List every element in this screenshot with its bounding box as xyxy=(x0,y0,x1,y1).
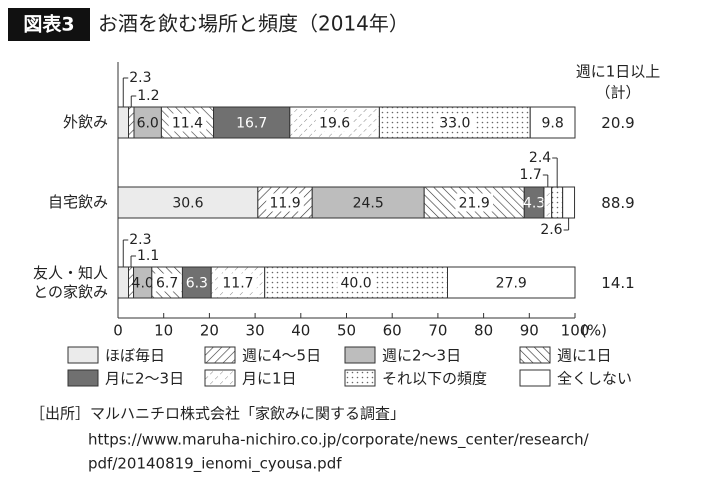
legend-label: 週に2～3日 xyxy=(382,347,461,365)
data-label: 1.7 xyxy=(520,167,542,183)
legend-label: ほぼ毎日 xyxy=(105,347,165,365)
bar-segment xyxy=(551,186,564,219)
bar-segment xyxy=(543,186,553,219)
totals-header: （計） xyxy=(595,84,640,102)
data-label: 16.7 xyxy=(236,116,267,132)
legend-label: 全くしない xyxy=(557,370,632,388)
bar-segment xyxy=(133,106,162,139)
legend-swatch xyxy=(344,346,376,364)
bar-segment xyxy=(562,186,576,219)
data-label: 11.7 xyxy=(222,276,253,292)
data-label: 33.0 xyxy=(439,116,470,132)
data-label: 6.0 xyxy=(137,116,159,132)
legend-swatch xyxy=(204,369,236,387)
label-bg xyxy=(315,113,354,132)
data-label: 11.9 xyxy=(269,196,300,212)
category-label: 友人・知人との家飲み xyxy=(33,264,108,301)
label-bg xyxy=(219,273,257,292)
legend-swatch xyxy=(344,369,376,387)
data-label: 24.5 xyxy=(353,196,384,212)
x-tick-label: 70 xyxy=(428,322,447,340)
label-bg xyxy=(455,193,494,212)
bar-segment xyxy=(117,106,130,139)
totals-header: 週に1日以上 xyxy=(576,63,661,81)
source-url: pdf/20140819_ienomi_cyousa.pdf xyxy=(88,455,342,474)
data-label: 19.6 xyxy=(319,116,350,132)
data-label: 2.3 xyxy=(129,232,151,248)
label-bg xyxy=(436,113,474,132)
x-tick-label: 10 xyxy=(154,322,173,340)
source: ［出所］マルハニチロ株式会社「家飲みに関する調査」 xyxy=(30,405,405,423)
x-tick-label: 50 xyxy=(337,322,356,340)
label-bg xyxy=(152,273,182,292)
x-tick-label: 80 xyxy=(474,322,493,340)
total-value: 14.1 xyxy=(601,274,634,292)
legend-swatch xyxy=(204,346,236,364)
data-label: 6.3 xyxy=(186,276,208,292)
source-url: https://www.maruha-nichiro.co.jp/corpora… xyxy=(88,431,590,450)
badge: 図表3 xyxy=(23,13,74,36)
legend-label: 月に1日 xyxy=(242,370,297,388)
bar-segment xyxy=(446,266,576,299)
x-tick-label: 40 xyxy=(291,322,310,340)
bar-segment xyxy=(529,106,576,139)
data-label: 1.2 xyxy=(137,88,159,104)
data-label: 30.6 xyxy=(172,196,203,212)
label-bg xyxy=(266,193,304,212)
legend-label: 月に2～3日 xyxy=(105,370,184,388)
data-label: 4.3 xyxy=(523,196,545,212)
legend-swatch xyxy=(67,346,99,364)
data-label: 9.8 xyxy=(541,116,563,132)
bar-segment xyxy=(213,106,291,139)
x-tick-label: 0 xyxy=(113,322,123,340)
data-label: 6.7 xyxy=(156,276,178,292)
x-tick-label: 90 xyxy=(520,322,539,340)
data-label: 4.0 xyxy=(132,276,154,292)
x-tick-label: 100 xyxy=(561,322,590,340)
bar-segment xyxy=(128,106,135,139)
legend-swatch xyxy=(519,369,551,387)
bar-segment xyxy=(311,186,425,219)
legend-label: 週に1日 xyxy=(557,347,612,365)
category-label: 外飲み xyxy=(63,113,108,131)
data-label: 11.4 xyxy=(172,116,203,132)
chart-title: お酒を飲む場所と頻度（2014年） xyxy=(98,12,409,36)
bar-segment xyxy=(117,266,130,299)
x-tick-label: 30 xyxy=(246,322,265,340)
label-bg xyxy=(168,113,207,132)
legend-label: それ以下の頻度 xyxy=(382,370,487,388)
total-value: 88.9 xyxy=(601,194,634,212)
x-tick-label: 20 xyxy=(200,322,219,340)
data-label: 2.4 xyxy=(529,150,551,166)
label-bg xyxy=(337,273,375,292)
data-label: 27.9 xyxy=(496,276,527,292)
data-label: 2.3 xyxy=(129,70,151,86)
data-label: 40.0 xyxy=(341,276,372,292)
data-label: 1.1 xyxy=(137,248,159,264)
badge-bg xyxy=(8,8,90,41)
legend-swatch xyxy=(519,346,551,364)
x-tick-label: 60 xyxy=(383,322,402,340)
legend-swatch xyxy=(67,369,99,387)
total-value: 20.9 xyxy=(601,114,634,132)
category-label: 自宅飲み xyxy=(48,193,108,211)
data-label: 2.6 xyxy=(540,222,562,238)
data-label: 21.9 xyxy=(459,196,490,212)
legend-label: 週に4～5日 xyxy=(242,347,321,365)
x-unit: (%) xyxy=(581,322,607,340)
